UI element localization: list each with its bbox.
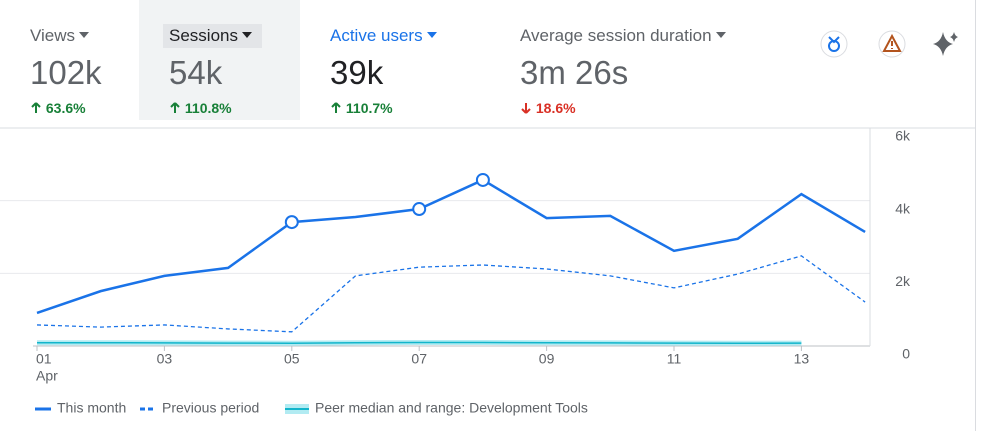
- metric-tab[interactable]: Average session duration 3m 26s 18.6%: [520, 0, 820, 120]
- metric-tab[interactable]: Sessions 54k 110.8%: [163, 0, 469, 120]
- metric-label-text: Average session duration: [520, 26, 712, 45]
- dropdown-arrow: [715, 32, 726, 38]
- dropdown-arrow: [241, 32, 252, 38]
- sparkle-icon[interactable]: [933, 32, 958, 56]
- change-arrow: [521, 103, 531, 114]
- change-arrow: [170, 102, 180, 113]
- metric-value: 54k: [169, 54, 223, 91]
- point-marker: [284, 215, 299, 230]
- legend-label: Peer median and range: Development Tools: [315, 400, 588, 416]
- metric-change: 110.8%: [169, 100, 232, 116]
- x-sublabel: Apr: [36, 368, 58, 384]
- metric-tab[interactable]: Active users 39k 110.7%: [330, 0, 630, 120]
- card-border: [975, 0, 976, 431]
- y-tick-label: 0: [902, 346, 910, 362]
- point-marker: [412, 202, 427, 217]
- legend-label: This month: [57, 400, 126, 416]
- metric-change-text: 110.7%: [345, 100, 393, 116]
- metric-change: 18.6%: [520, 100, 576, 116]
- metric-change: 63.6%: [30, 100, 86, 116]
- x-tick-label: 11: [667, 351, 682, 367]
- series-line: [36, 178, 866, 315]
- change-arrow: [331, 102, 341, 113]
- peer-line: [37, 341, 802, 345]
- metric-change-text: 110.8%: [184, 100, 232, 116]
- y-tick-label: 2k: [895, 273, 911, 289]
- metric-label-text: Active users: [330, 26, 423, 45]
- warning-triangle: [882, 33, 902, 52]
- x-tick-label: 01: [36, 351, 52, 367]
- y-tick-label: 6k: [895, 128, 911, 144]
- x-tick-label: 09: [539, 351, 555, 367]
- x-tick-label: 07: [411, 351, 427, 367]
- metric-value: 102k: [30, 54, 102, 91]
- legend-label: Previous period: [162, 400, 259, 416]
- y-tick-label: 4k: [895, 200, 911, 216]
- metric-label[interactable]: Views: [30, 24, 93, 48]
- icons: [820, 30, 958, 58]
- change-arrow: [31, 102, 41, 113]
- dropdown-arrow: [426, 32, 437, 38]
- selected-tab-bg: [139, 0, 300, 120]
- medal-ribbon: [828, 36, 840, 44]
- point-marker: [475, 172, 490, 187]
- metric-label[interactable]: Average session duration: [520, 24, 730, 48]
- dropdown-arrow: [79, 32, 90, 38]
- metric-change-text: 18.6%: [535, 100, 576, 116]
- badge-icon[interactable]: [820, 30, 848, 58]
- x-tick-label: 13: [794, 351, 810, 367]
- metric-label[interactable]: Active users: [330, 24, 441, 48]
- metric-change-text: 63.6%: [45, 100, 86, 116]
- metric-label-text: Sessions: [169, 26, 238, 45]
- metric-label-text: Views: [30, 26, 76, 45]
- metric-change: 110.7%: [330, 100, 393, 116]
- metric-tab[interactable]: Views 102k 63.6%: [30, 0, 330, 120]
- metric-value: 3m 26s: [520, 54, 629, 91]
- x-tick-label: 03: [157, 351, 173, 367]
- series-line: [36, 255, 866, 333]
- metric-label[interactable]: Sessions: [163, 24, 262, 48]
- x-tick-label: 05: [284, 351, 300, 367]
- metric-value: 39k: [330, 54, 384, 91]
